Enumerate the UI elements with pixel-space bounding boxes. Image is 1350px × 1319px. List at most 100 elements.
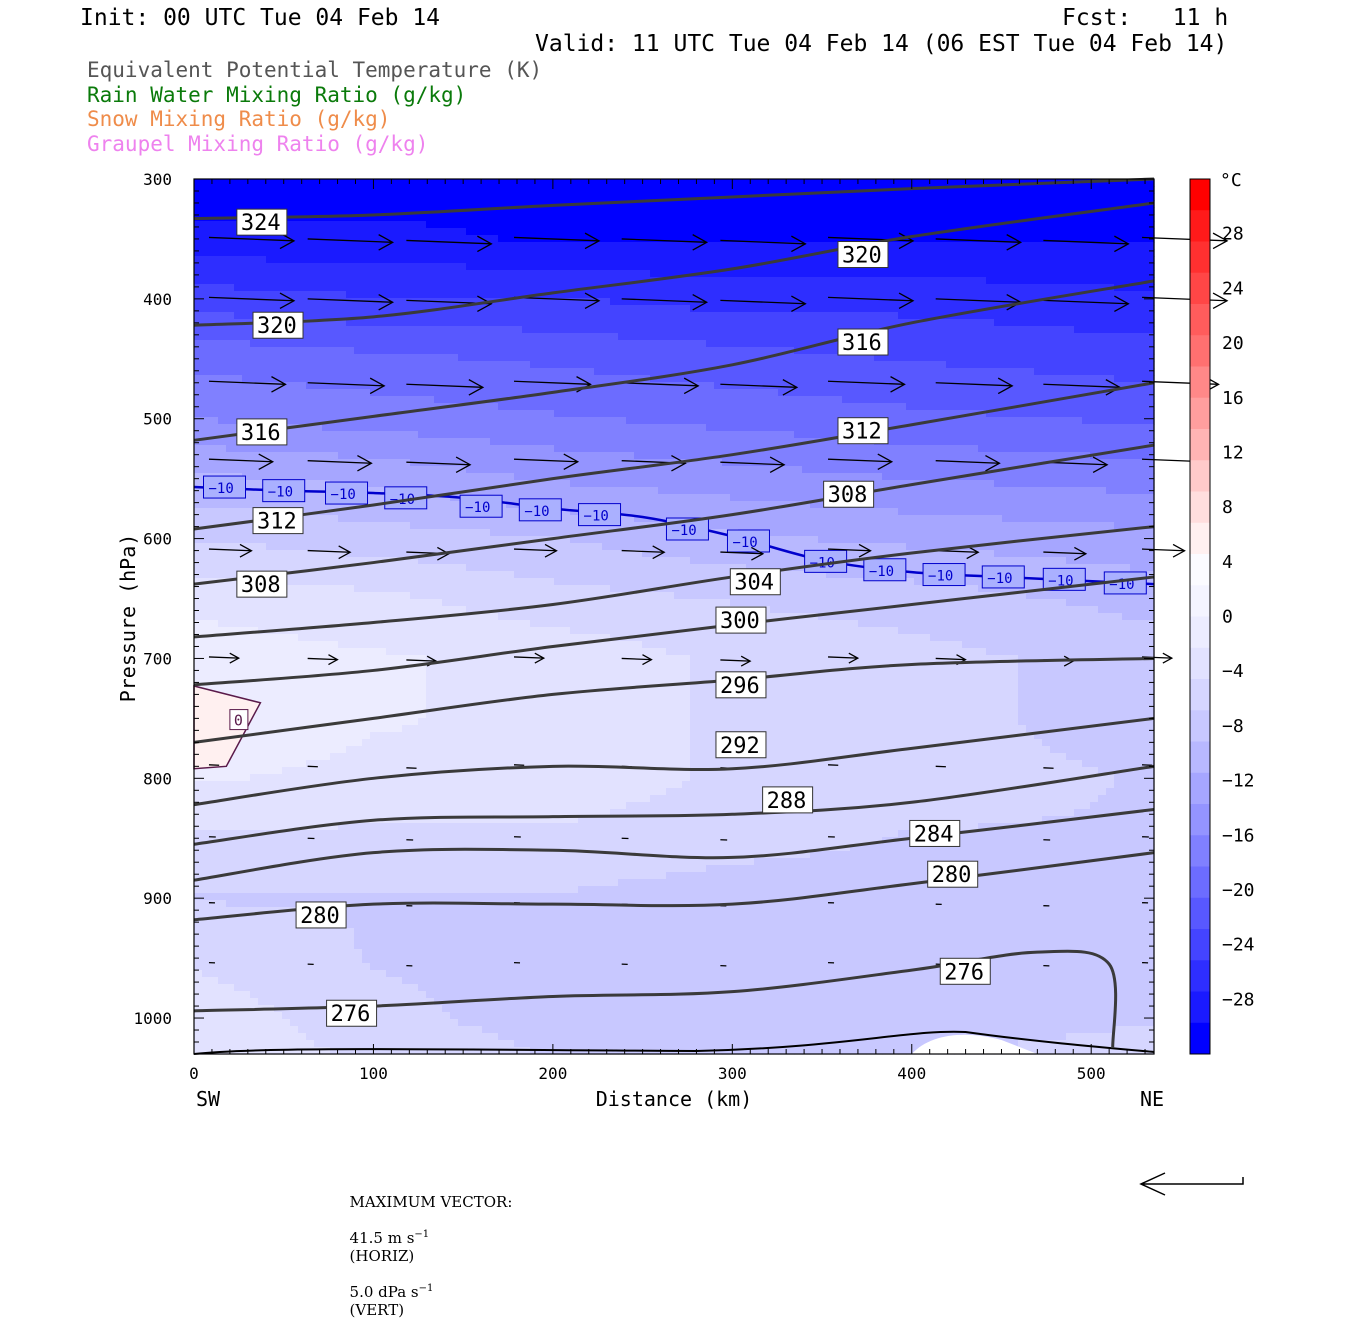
temperature-cell [466,263,475,271]
temperature-cell [1058,228,1067,236]
temperature-cell [242,277,251,285]
temperature-cell [514,263,523,271]
temperature-cell [554,319,563,327]
temperature-cell [1050,424,1059,432]
temperature-cell [658,214,667,222]
temperature-cell [754,410,763,418]
temperature-cell [378,466,387,474]
temperature-cell [354,221,363,229]
temperature-cell [538,403,547,411]
temperature-cell [842,319,851,327]
temperature-cell [786,270,795,278]
temperature-cell [554,445,563,453]
temperature-cell [306,396,315,404]
temperature-cell [1138,417,1147,425]
temperature-cell [458,200,467,208]
temperature-cell [706,312,715,320]
temperature-cell [778,312,787,320]
temperature-cell [226,326,235,334]
temperature-cell [226,347,235,355]
temperature-cell [1018,417,1027,425]
temperature-cell [450,200,459,208]
temperature-cell [858,319,867,327]
temperature-cell [738,186,747,194]
temperature-cell [922,354,931,362]
temperature-cell [546,410,555,418]
temperature-cell [818,319,827,327]
temperature-cell [594,228,603,236]
temperature-cell [322,291,331,299]
temperature-cell [330,291,339,299]
temperature-cell [882,291,891,299]
temperature-cell [826,221,835,229]
temperature-cell [210,410,219,418]
temperature-cell [874,284,883,292]
temperature-cell [266,256,275,264]
temperature-cell [1130,459,1139,467]
temperature-cell [770,305,779,313]
temperature-cell [250,263,259,271]
temperature-cell [530,431,539,439]
temperature-cell [298,466,307,474]
temperature-cell [1018,284,1027,292]
temperature-cell [282,256,291,264]
temperature-cell [226,298,235,306]
temperature-cell [194,396,203,404]
temperature-cell [1010,389,1019,397]
temperature-cell [330,403,339,411]
temperature-cell [194,410,203,418]
temperature-cell [866,207,875,215]
temperature-cell [706,403,715,411]
temperature-cell [674,431,683,439]
temperature-cell [314,389,323,397]
temperature-cell [730,347,739,355]
temperature-cell [962,438,971,446]
temperature-cell [890,200,899,208]
temperature-cell [450,361,459,369]
temperature-cell [626,207,635,215]
temperature-cell [634,431,643,439]
temperature-cell [594,424,603,432]
temperature-cell [1066,445,1075,453]
temperature-cell [626,410,635,418]
temperature-cell [418,270,427,278]
temperature-cell [522,256,531,264]
temperature-cell [1098,298,1107,306]
temperature-cell [818,368,827,376]
temperature-cell [866,361,875,369]
temperature-cell [490,368,499,376]
temperature-cell [314,277,323,285]
temperature-cell [234,179,243,187]
temperature-cell [394,326,403,334]
temperature-cell [1058,284,1067,292]
temperature-cell [458,221,467,229]
temperature-cell [594,179,603,187]
temperature-cell [778,410,787,418]
temperature-cell [378,347,387,355]
temperature-cell [554,249,563,257]
temperature-cell [674,228,683,236]
temperature-cell [522,186,531,194]
temperature-cell [1074,277,1083,285]
temperature-cell [738,326,747,334]
temperature-cell [514,235,523,243]
temperature-cell [778,319,787,327]
temperature-cell [658,291,667,299]
temperature-cell [890,193,899,201]
temperature-cell [1002,368,1011,376]
temperature-cell [1050,382,1059,390]
temperature-cell [626,319,635,327]
temperature-cell [298,228,307,236]
temperature-cell [458,361,467,369]
temperature-cell [906,368,915,376]
temperature-cell [490,410,499,418]
temperature-cell [786,417,795,425]
temperature-cell [378,361,387,369]
temperature-cell [506,277,515,285]
temperature-cell [730,312,739,320]
temperature-cell [514,228,523,236]
temperature-cell [314,452,323,460]
temperature-cell [738,347,747,355]
temperature-cell [922,193,931,201]
temperature-cell [690,326,699,334]
